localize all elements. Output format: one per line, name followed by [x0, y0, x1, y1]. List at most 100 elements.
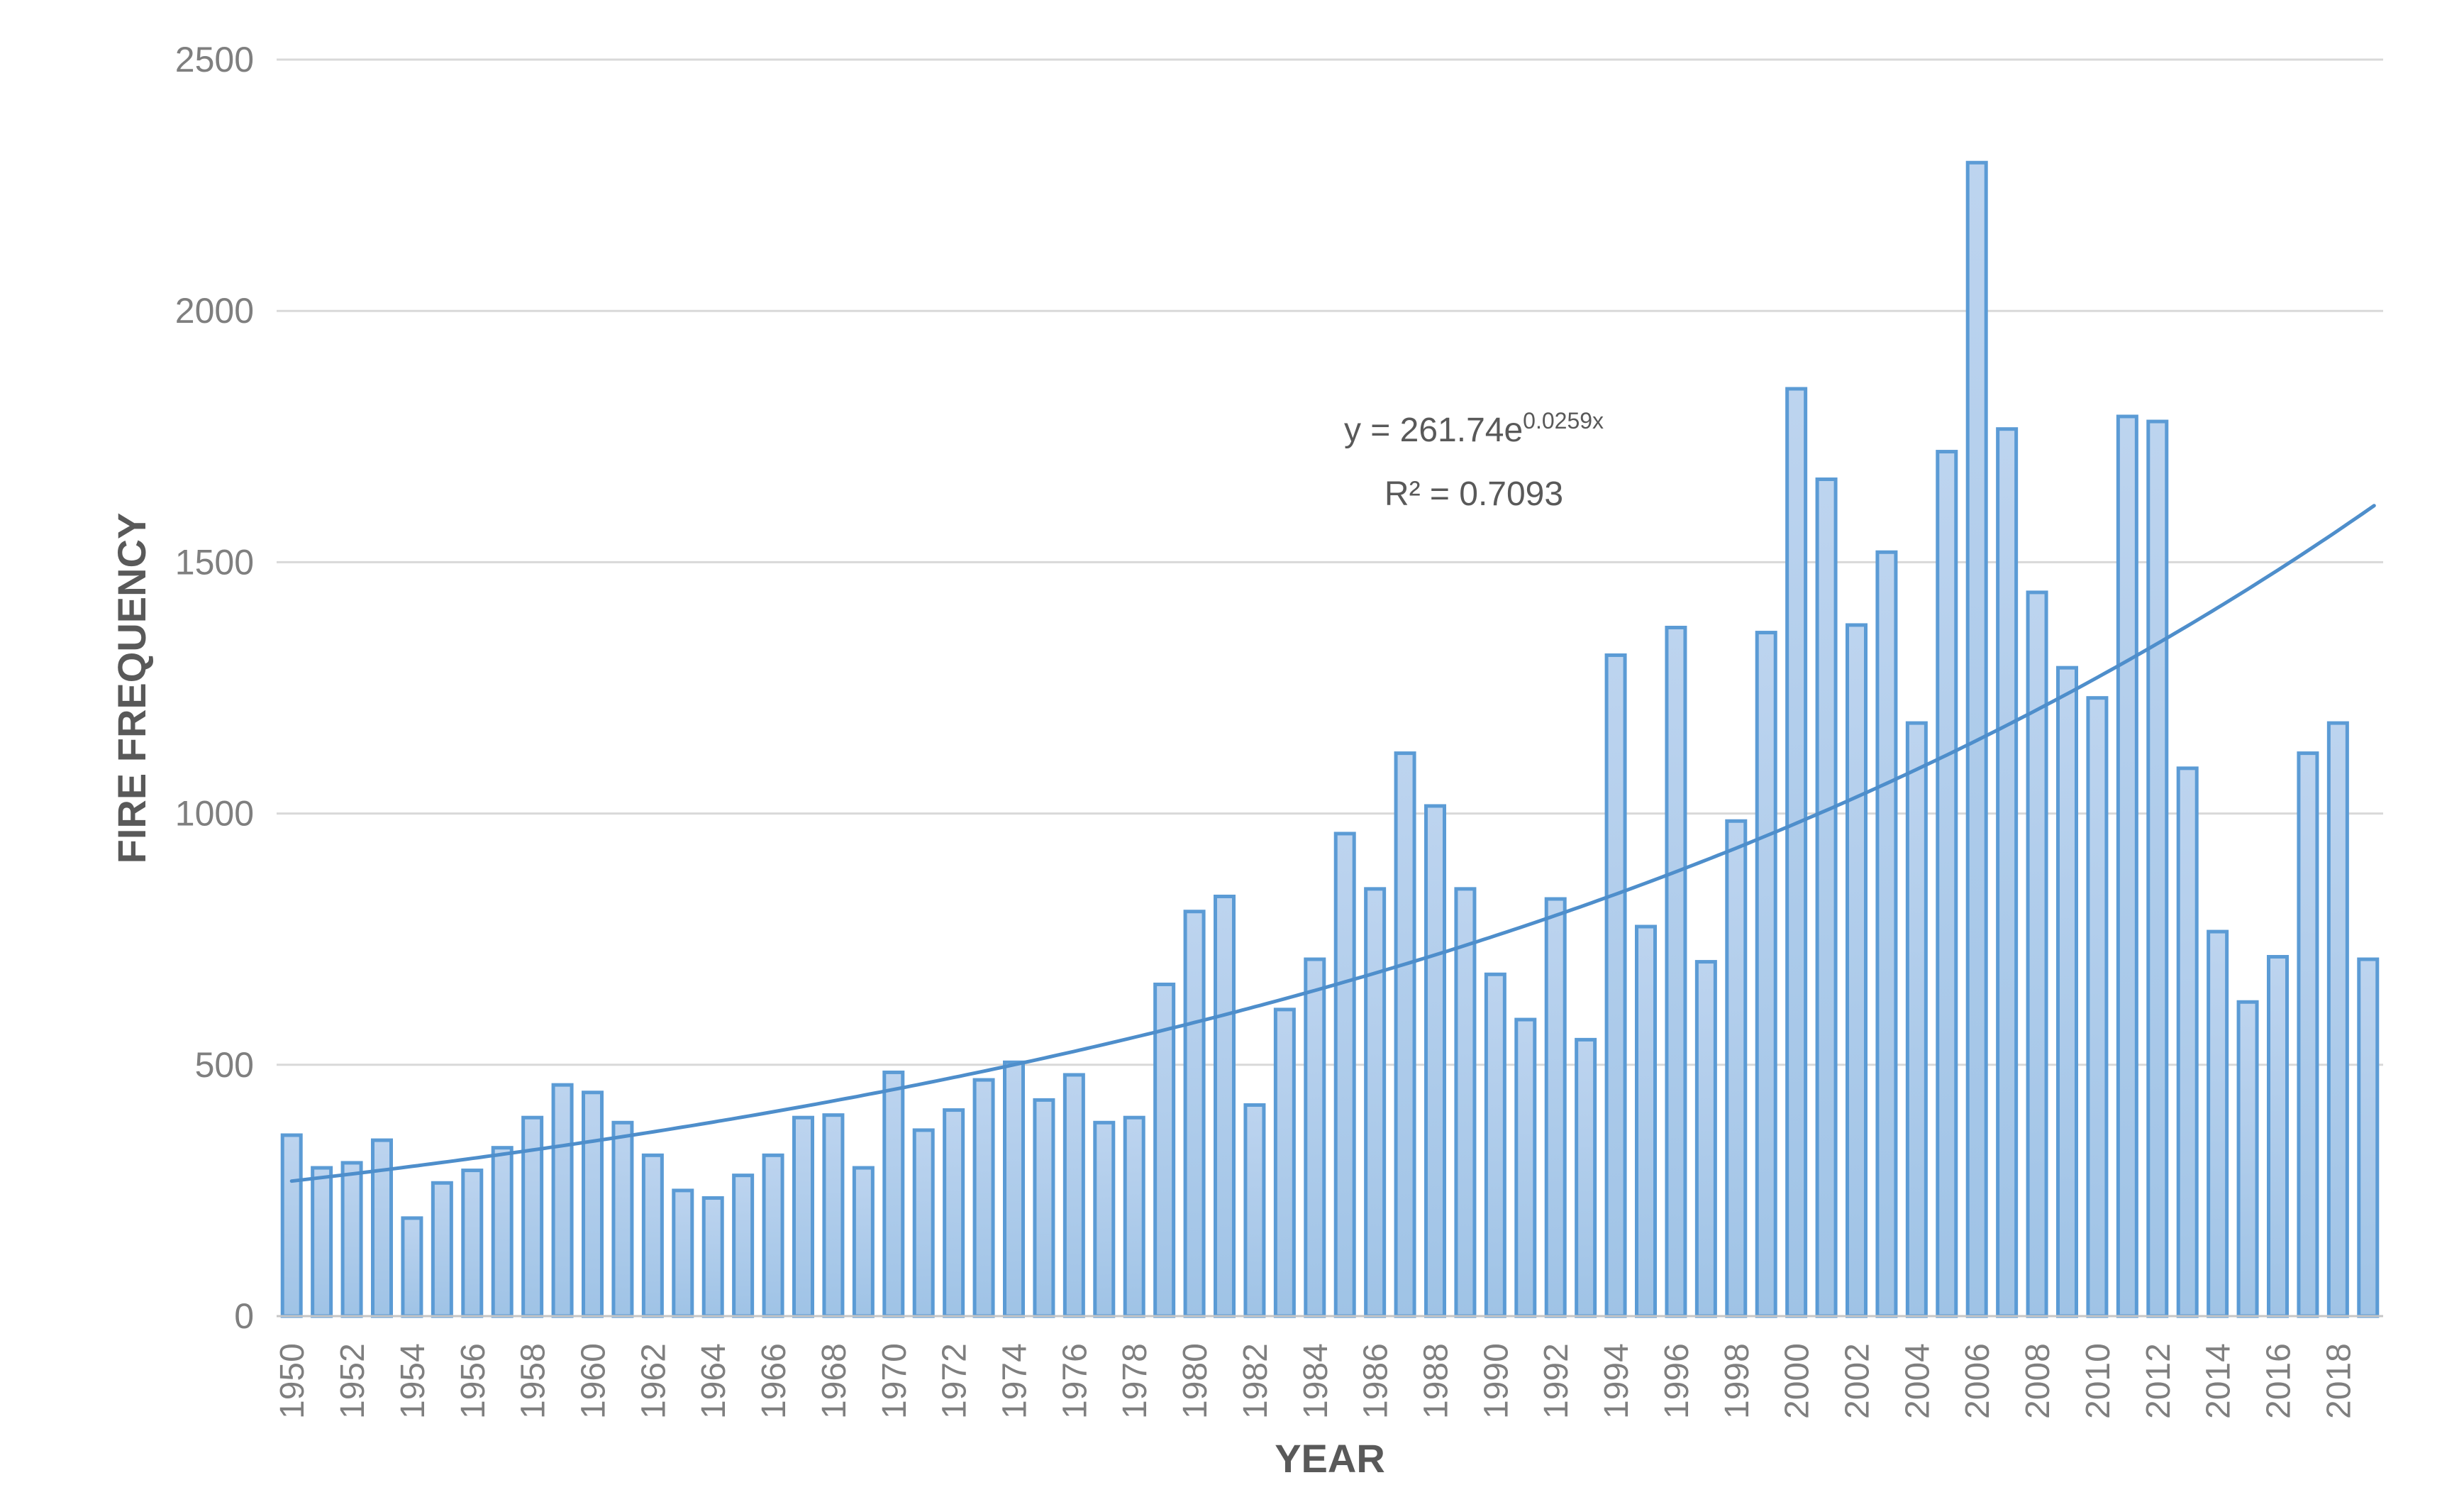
x-tick-label-1992: 1992	[1538, 1343, 1575, 1419]
bar-1969	[852, 1166, 875, 1318]
bar-1951	[311, 1166, 333, 1318]
x-tick-label-1976: 1976	[1056, 1343, 1094, 1419]
bar-series	[280, 160, 2380, 1318]
x-tick-label-2008: 2008	[2019, 1343, 2057, 1419]
x-tick-label-1958: 1958	[515, 1343, 553, 1419]
x-tick-label-1984: 1984	[1297, 1343, 1335, 1419]
x-tick-label-2010: 2010	[2080, 1343, 2117, 1419]
x-tick-label-1996: 1996	[1658, 1343, 1696, 1419]
bar-1960	[582, 1090, 604, 1318]
bar-1955	[431, 1181, 453, 1318]
bar-2010	[2086, 696, 2109, 1318]
x-tick-label-1954: 1954	[394, 1343, 432, 1419]
bar-1986	[1364, 887, 1387, 1318]
bar-1981	[1214, 894, 1236, 1318]
x-tick-label-2012: 2012	[2140, 1343, 2177, 1419]
x-tick-label-2002: 2002	[1839, 1343, 1877, 1419]
x-tick-label-1964: 1964	[695, 1343, 733, 1419]
bar-2013	[2176, 766, 2199, 1318]
bar-1976	[1062, 1073, 1085, 1318]
bar-1967	[792, 1115, 814, 1318]
bar-2016	[2267, 954, 2289, 1318]
y-tick-label-1500: 1500	[175, 542, 254, 582]
x-tick-label-1950: 1950	[274, 1343, 311, 1419]
bar-1959	[551, 1083, 574, 1318]
x-tick-label-2004: 2004	[1899, 1343, 1936, 1419]
trendline	[289, 504, 2376, 1183]
y-tick-label-500: 500	[195, 1045, 254, 1085]
bar-1987	[1394, 751, 1416, 1318]
bar-1993	[1575, 1037, 1597, 1318]
y-tick-label-1000: 1000	[175, 794, 254, 834]
bar-2012	[2146, 419, 2169, 1318]
x-tick-label-1978: 1978	[1116, 1343, 1154, 1419]
bar-1998	[1725, 819, 1748, 1318]
bar-1991	[1514, 1017, 1537, 1318]
bar-1982	[1243, 1103, 1266, 1318]
bar-2019	[2357, 957, 2380, 1318]
x-tick-label-2014: 2014	[2200, 1343, 2238, 1419]
x-tick-label-2018: 2018	[2320, 1343, 2358, 1419]
bar-1962	[641, 1153, 664, 1318]
bar-2005	[1936, 450, 1958, 1318]
bar-2007	[1996, 427, 2019, 1318]
bar-1952	[340, 1161, 363, 1318]
bar-1963	[672, 1188, 694, 1318]
bar-1956	[461, 1169, 484, 1318]
bar-1979	[1153, 982, 1176, 1318]
bar-1990	[1484, 972, 1506, 1318]
trendline-equation-base: y = 261.74e	[1344, 412, 1523, 449]
bar-2015	[2236, 1000, 2259, 1318]
x-tick-label-1966: 1966	[755, 1343, 793, 1419]
x-tick-label-1988: 1988	[1418, 1343, 1455, 1419]
x-tick-label-1962: 1962	[635, 1343, 672, 1419]
bar-2000	[1785, 387, 1808, 1318]
x-axis-tick-labels: 1950 1952 1954 1956 1958 1960 1962 1964 1966 1968…	[274, 1343, 2358, 1419]
x-axis-title: YEAR	[1275, 1436, 1385, 1481]
y-tick-label-2000: 2000	[175, 291, 254, 331]
bar-1970	[882, 1070, 905, 1318]
x-tick-label-1990: 1990	[1477, 1343, 1515, 1419]
x-tick-label-1970: 1970	[876, 1343, 914, 1419]
bar-2008	[2026, 590, 2048, 1318]
bar-1954	[401, 1216, 423, 1318]
x-tick-label-2016: 2016	[2260, 1343, 2298, 1419]
x-tick-label-1968: 1968	[816, 1343, 853, 1419]
bar-1983	[1273, 1007, 1296, 1318]
bar-1984	[1304, 957, 1326, 1318]
bar-1953	[371, 1138, 393, 1318]
bar-1989	[1454, 887, 1477, 1318]
bar-2009	[2056, 666, 2078, 1318]
bar-1978	[1123, 1115, 1145, 1318]
y-axis-tick-labels: 0 500 1000 1500 2000 2500	[175, 40, 254, 1336]
trendline-equation-exponent: 0.0259x	[1523, 408, 1604, 434]
trendline-r-squared: R² = 0.7093	[1384, 475, 1563, 513]
bar-2011	[2116, 414, 2138, 1318]
bar-2001	[1815, 477, 1838, 1318]
bar-1957	[491, 1146, 514, 1318]
bar-1950	[280, 1133, 303, 1318]
x-tick-label-2006: 2006	[1959, 1343, 1997, 1419]
bar-1977	[1093, 1120, 1116, 1318]
bar-1961	[611, 1120, 634, 1318]
bar-1965	[732, 1174, 755, 1318]
bar-1995	[1635, 924, 1657, 1318]
x-tick-label-1960: 1960	[575, 1343, 613, 1419]
trendline-equation: y = 261.74e0.0259x	[1344, 408, 1604, 449]
x-tick-label-1956: 1956	[455, 1343, 492, 1419]
bar-1974	[1003, 1060, 1025, 1318]
bar-1966	[762, 1153, 784, 1318]
bar-2014	[2207, 929, 2229, 1318]
x-tick-label-1982: 1982	[1237, 1343, 1275, 1419]
bar-1992	[1544, 897, 1567, 1318]
bar-1999	[1755, 631, 1777, 1318]
y-axis-title: FIRE FREQUENCY	[109, 513, 154, 864]
x-tick-label-1972: 1972	[936, 1343, 974, 1419]
bar-2003	[1875, 550, 1898, 1318]
y-tick-label-2500: 2500	[175, 40, 254, 79]
bar-1985	[1333, 832, 1356, 1318]
bar-1975	[1033, 1098, 1055, 1318]
bar-2002	[1846, 623, 1868, 1318]
